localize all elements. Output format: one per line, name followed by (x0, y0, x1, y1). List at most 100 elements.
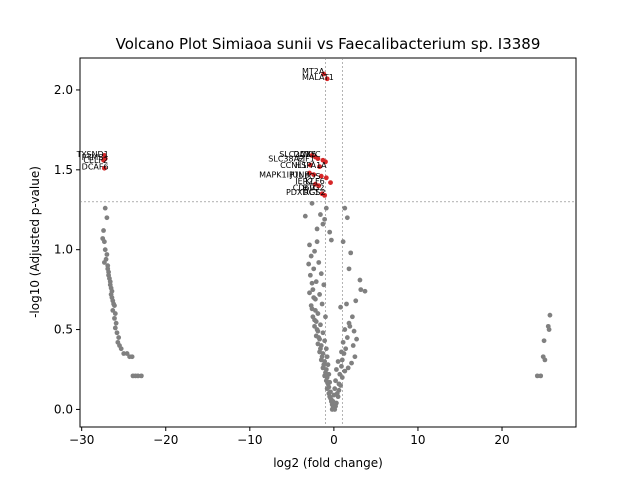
data-point-not-significant (102, 205, 108, 211)
y-tick-label: 0.5 (54, 323, 73, 337)
data-point-significant (323, 175, 329, 181)
data-point-not-significant (311, 266, 317, 272)
gene-label: CD69 (293, 183, 315, 192)
data-point-not-significant (346, 320, 352, 326)
data-point-not-significant (345, 365, 351, 371)
data-point-not-significant (317, 349, 322, 355)
data-point-not-significant (344, 215, 350, 221)
y-tick-label: 0.0 (54, 402, 73, 416)
data-point-not-significant (311, 295, 317, 301)
gene-label: SLC38A2 (268, 155, 304, 164)
gene-label: SLC2A1 (279, 150, 310, 159)
data-point-not-significant (104, 215, 110, 221)
data-point-not-significant (323, 346, 329, 352)
data-point-not-significant (335, 359, 341, 364)
data-point-not-significant (325, 362, 331, 368)
data-point-not-significant (101, 239, 107, 245)
data-point-not-significant (349, 360, 354, 366)
data-point-not-significant (302, 213, 308, 219)
data-point-not-significant (547, 312, 553, 318)
data-point-not-significant (362, 288, 368, 294)
data-point-not-significant (313, 319, 319, 324)
data-point-not-significant (342, 205, 348, 211)
data-point-not-significant (307, 242, 312, 248)
data-point-not-significant (339, 349, 344, 355)
x-tick-label: 0 (330, 433, 338, 447)
data-point-not-significant (138, 373, 144, 379)
gene-label: MAPK1IP1L (259, 171, 304, 180)
data-point-significant (321, 71, 327, 77)
data-point-not-significant (329, 407, 335, 412)
data-point-not-significant (328, 237, 334, 243)
gene-label: MALAT1 (302, 73, 334, 82)
data-point-not-significant (351, 328, 357, 334)
data-point-not-significant (326, 391, 332, 396)
chart-title: Volcano Plot Simiaoa sunii vs Faecalibac… (116, 35, 541, 53)
gene-label: EIF1 (298, 155, 315, 164)
data-point-not-significant (344, 301, 349, 307)
data-point-not-significant (324, 354, 330, 360)
data-point-not-significant (320, 330, 326, 336)
data-point-significant (307, 170, 312, 176)
data-point-significant (101, 157, 106, 163)
data-point-not-significant (534, 373, 540, 379)
data-point-not-significant (346, 266, 352, 272)
gene-label: DDX5 (294, 150, 317, 159)
data-point-not-significant (129, 354, 135, 360)
data-point-significant (307, 162, 313, 168)
data-point-not-significant (310, 287, 316, 293)
data-point-not-significant (538, 373, 544, 379)
data-point-significant (101, 165, 107, 171)
data-point-not-significant (325, 381, 331, 387)
data-point-not-significant (343, 346, 349, 352)
data-point-not-significant (101, 260, 107, 265)
gene-label: JUNB (289, 171, 310, 180)
data-point-not-significant (357, 277, 363, 283)
data-point-significant (318, 173, 324, 179)
data-point-not-significant (314, 239, 320, 245)
data-point-significant (322, 192, 328, 198)
data-point-not-significant (307, 272, 313, 278)
data-point-not-significant (114, 330, 120, 336)
gene-label: IER2 (295, 177, 313, 186)
x-tick-label: 10 (410, 433, 425, 447)
gene-label: FOS (304, 172, 320, 181)
data-point-not-significant (320, 365, 326, 371)
data-point-not-significant (342, 368, 348, 374)
data-point-not-significant (101, 228, 106, 233)
data-point-not-significant (322, 216, 328, 222)
data-point-not-significant (313, 279, 319, 285)
y-tick-label: 2.0 (54, 83, 73, 97)
gene-label: KLF6 (305, 177, 324, 186)
data-point-not-significant (322, 338, 328, 344)
data-point-not-significant (310, 314, 316, 320)
data-point-not-significant (348, 250, 354, 256)
data-point-not-significant (332, 386, 338, 392)
data-point-not-significant (340, 239, 346, 245)
data-point-not-significant (349, 314, 355, 320)
data-point-not-significant (313, 333, 319, 339)
data-point-not-significant (324, 386, 330, 392)
y-tick-label: 1.5 (54, 163, 73, 177)
data-point-not-significant (112, 311, 118, 316)
data-point-not-significant (321, 282, 327, 288)
data-point-not-significant (306, 261, 312, 267)
data-point-not-significant (339, 363, 344, 369)
data-point-significant (315, 156, 321, 162)
gene-label: DCAF6 (82, 163, 109, 172)
data-point-not-significant (354, 336, 359, 342)
data-point-not-significant (315, 341, 321, 347)
data-point-not-significant (542, 357, 548, 363)
y-axis-label: -log10 (Adjusted p-value) (28, 166, 42, 318)
data-point-not-significant (318, 357, 324, 363)
data-point-not-significant (308, 303, 314, 308)
data-point-not-significant (323, 205, 329, 211)
data-point-not-significant (317, 336, 322, 342)
data-point-not-significant (323, 314, 328, 320)
plot-area (79, 57, 577, 428)
data-point-significant (316, 183, 322, 189)
data-point-not-significant (320, 221, 326, 227)
data-point-significant (311, 172, 317, 178)
gene-label: CELF2 (83, 156, 108, 165)
